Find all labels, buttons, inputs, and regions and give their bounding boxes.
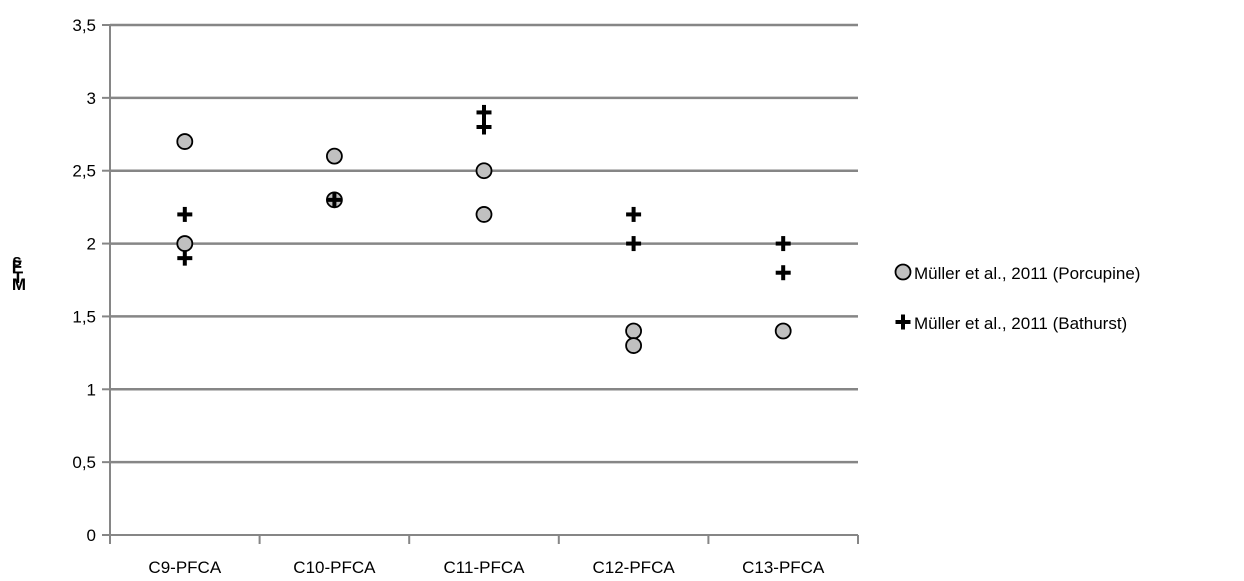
series-0 <box>176 133 792 354</box>
x-tick-label: C9-PFCA <box>148 558 221 577</box>
data-point-plus <box>476 119 492 135</box>
data-point-plus <box>177 250 193 266</box>
data-point-circle <box>475 162 493 180</box>
gridlines <box>110 23 858 464</box>
data-point-plus <box>476 104 492 120</box>
y-axis-label-char: M <box>12 275 26 294</box>
y-tick-label: 2,5 <box>72 162 96 181</box>
axes <box>102 24 859 544</box>
data-points <box>176 104 792 354</box>
x-tick-label: C12-PFCA <box>593 558 676 577</box>
legend: Müller et al., 2011 (Porcupine) Müller et… <box>894 263 1140 333</box>
y-tick-label: 3,5 <box>72 16 96 35</box>
x-tick-labels: C9-PFCA C10-PFCA C11-PFCA C12-PFCA C13-PFCA <box>148 558 825 577</box>
y-axis-label-char: T <box>13 268 24 287</box>
data-point-circle <box>625 337 642 354</box>
legend-item: Müller et al., 2011 (Bathurst) <box>895 314 1127 333</box>
data-point-plus <box>775 265 791 281</box>
x-tick-label: C11-PFCA <box>444 558 526 577</box>
series-1 <box>177 104 791 281</box>
data-point-circle <box>475 206 493 223</box>
y-tick-label: 1 <box>87 380 96 399</box>
data-point-circle <box>625 322 642 340</box>
data-point-plus <box>775 236 791 252</box>
data-point-plus <box>626 236 642 252</box>
data-point-circle <box>774 322 792 340</box>
y-tick-label: 0 <box>87 526 96 545</box>
y-tick-label: 2 <box>87 235 96 254</box>
legend-marker-circle <box>894 263 912 281</box>
data-point-plus <box>177 206 193 222</box>
y-axis-label-char: F <box>12 257 22 276</box>
data-point-circle <box>176 235 194 252</box>
data-point-plus <box>326 192 342 208</box>
y-tick-label: 1,5 <box>72 307 96 326</box>
data-point-circle <box>176 133 194 150</box>
legend-label: Müller et al., 2011 (Porcupine) <box>914 264 1140 283</box>
legend-marker-plus <box>895 314 911 330</box>
y-axis-label-char: s <box>12 251 21 270</box>
x-tick-label: C10-PFCA <box>293 558 376 577</box>
legend-label: Müller et al., 2011 (Bathurst) <box>914 314 1127 333</box>
legend-item: Müller et al., 2011 (Porcupine) <box>894 263 1140 283</box>
data-point-circle <box>325 147 343 165</box>
x-tick-label: C13-PFCA <box>742 558 825 577</box>
y-tick-labels: 0 0,5 1 1,5 2 2,5 3 3,5 <box>72 16 96 545</box>
data-point-plus <box>626 206 642 222</box>
y-tick-label: 0,5 <box>72 453 96 472</box>
y-tick-label: 3 <box>87 89 96 108</box>
